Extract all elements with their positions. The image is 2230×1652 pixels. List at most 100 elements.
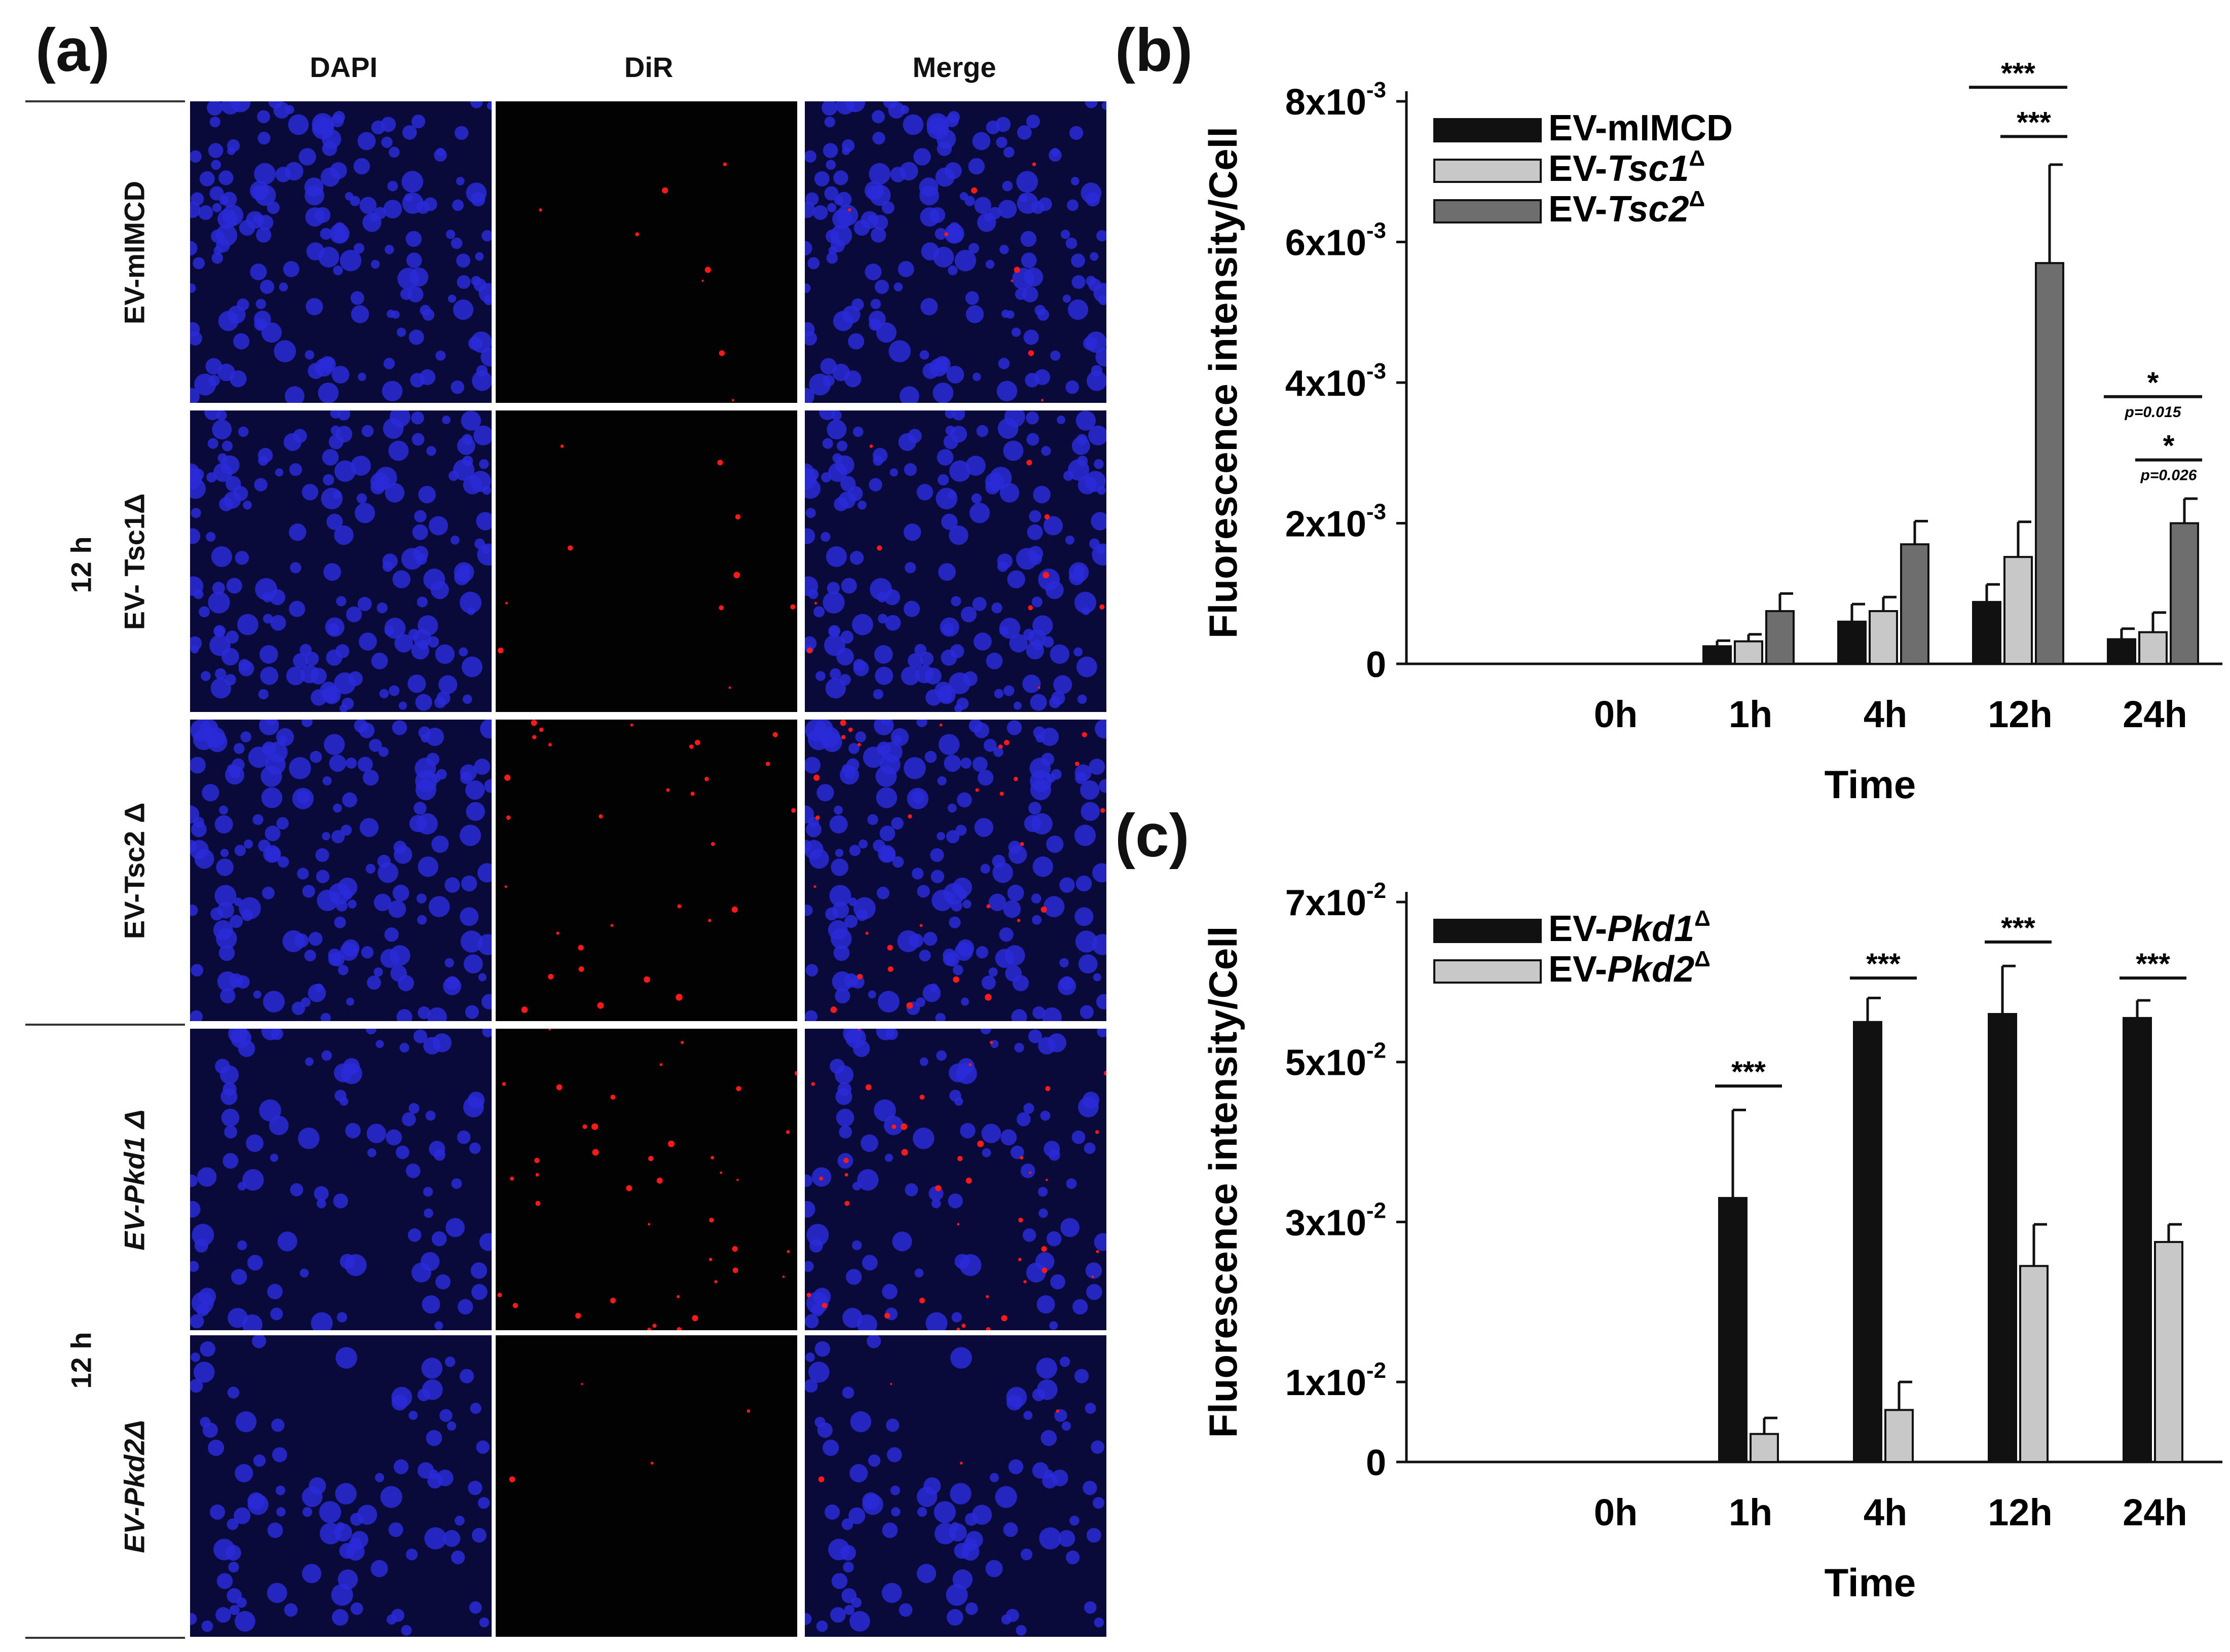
y-tick-label: 3x10-2 bbox=[1285, 1198, 1386, 1243]
nucleus bbox=[212, 203, 222, 212]
nucleus bbox=[411, 115, 426, 129]
row-label-0: EV-mIMCD bbox=[118, 180, 151, 324]
dir-signal bbox=[857, 973, 863, 980]
nucleus bbox=[1080, 780, 1100, 800]
nucleus bbox=[960, 1122, 976, 1139]
dir-signal bbox=[680, 1040, 684, 1044]
nucleus bbox=[392, 884, 410, 902]
panel-b-letter: (b) bbox=[1115, 16, 1193, 84]
nucleus bbox=[1040, 1110, 1051, 1121]
nucleus bbox=[832, 971, 852, 992]
nucleus bbox=[1058, 1530, 1075, 1547]
nucleus bbox=[938, 734, 960, 756]
nucleus bbox=[858, 500, 867, 510]
nucleus bbox=[475, 252, 484, 261]
dir-signal bbox=[714, 1280, 718, 1284]
nucleus bbox=[1016, 171, 1038, 193]
nucleus bbox=[904, 463, 917, 476]
dir-signal bbox=[736, 1086, 741, 1092]
nucleus bbox=[391, 1386, 413, 1408]
nucleus bbox=[457, 275, 471, 289]
nucleus bbox=[321, 1050, 332, 1061]
nucleus bbox=[339, 1097, 349, 1106]
dir-signal bbox=[986, 1327, 991, 1330]
nucleus bbox=[852, 1240, 862, 1251]
nucleus bbox=[1080, 1005, 1094, 1019]
nucleus bbox=[361, 425, 374, 437]
nucleus bbox=[1008, 840, 1022, 854]
dir-signal bbox=[733, 572, 740, 579]
nucleus bbox=[316, 1198, 326, 1209]
dir-signal bbox=[1017, 919, 1021, 922]
nucleus bbox=[948, 1193, 963, 1209]
nucleus bbox=[937, 832, 945, 841]
nucleus bbox=[310, 750, 322, 763]
nucleus bbox=[481, 230, 492, 242]
nucleus bbox=[935, 228, 947, 240]
nucleus bbox=[969, 503, 990, 523]
nucleus bbox=[844, 370, 862, 388]
nucleus bbox=[386, 1129, 402, 1146]
nucleus bbox=[192, 468, 204, 481]
dir-signal bbox=[502, 1082, 506, 1086]
nucleus bbox=[305, 207, 325, 227]
nucleus bbox=[370, 259, 380, 269]
nucleus bbox=[200, 1341, 216, 1357]
nucleus bbox=[365, 1029, 377, 1035]
nucleus bbox=[470, 331, 492, 353]
nucleus bbox=[211, 546, 232, 567]
nucleus bbox=[805, 1314, 819, 1329]
nucleus bbox=[193, 1362, 215, 1383]
nucleus bbox=[912, 1128, 935, 1149]
dir-signal bbox=[728, 686, 731, 689]
nucleus bbox=[1017, 125, 1032, 140]
dir-signal bbox=[560, 444, 564, 448]
nucleus bbox=[216, 928, 237, 950]
nucleus bbox=[1001, 309, 1010, 318]
nucleus bbox=[1101, 101, 1106, 110]
panel-c-letter: (c) bbox=[1115, 802, 1190, 870]
nucleus bbox=[286, 666, 305, 686]
nucleus bbox=[412, 433, 425, 446]
nucleus bbox=[191, 821, 207, 838]
dir-signal bbox=[610, 924, 614, 927]
nucleus bbox=[410, 372, 425, 388]
nucleus bbox=[1023, 1410, 1033, 1420]
nucleus bbox=[805, 1261, 814, 1272]
micrograph-dir-row-4 bbox=[496, 1335, 797, 1637]
nucleus bbox=[428, 516, 448, 536]
dir-signal bbox=[704, 776, 709, 781]
x-tick-label: 12h bbox=[1988, 693, 2053, 735]
nucleus bbox=[193, 257, 205, 270]
nucleus bbox=[414, 510, 427, 522]
nucleus bbox=[374, 967, 383, 977]
dir-signal bbox=[548, 1029, 551, 1031]
nucleus bbox=[991, 602, 1002, 614]
nucleus bbox=[394, 634, 413, 653]
nucleus bbox=[1065, 237, 1077, 249]
nucleus bbox=[418, 1006, 431, 1020]
nucleus bbox=[825, 1504, 840, 1520]
nucleus bbox=[469, 1601, 482, 1614]
nucleus bbox=[952, 964, 963, 975]
nucleus bbox=[972, 372, 981, 381]
nucleus bbox=[388, 1522, 403, 1537]
nucleus bbox=[262, 886, 275, 899]
nucleus bbox=[457, 436, 475, 455]
nucleus bbox=[198, 205, 213, 220]
dir-signal bbox=[1018, 1217, 1023, 1223]
nucleus bbox=[208, 143, 224, 158]
nucleus bbox=[391, 1608, 404, 1622]
nucleus bbox=[1048, 1149, 1060, 1161]
nucleus bbox=[291, 1001, 306, 1015]
nucleus bbox=[837, 1082, 851, 1096]
dir-signal bbox=[887, 945, 893, 951]
nucleus bbox=[270, 615, 286, 631]
nucleus bbox=[471, 1284, 488, 1300]
nucleus bbox=[831, 928, 852, 950]
dir-signal bbox=[591, 1123, 599, 1130]
bar-evmimcd-4h bbox=[1837, 620, 1867, 665]
nucleus bbox=[837, 440, 848, 452]
dir-signal bbox=[512, 1303, 518, 1308]
bar-evtsc2-24h bbox=[2170, 522, 2199, 665]
